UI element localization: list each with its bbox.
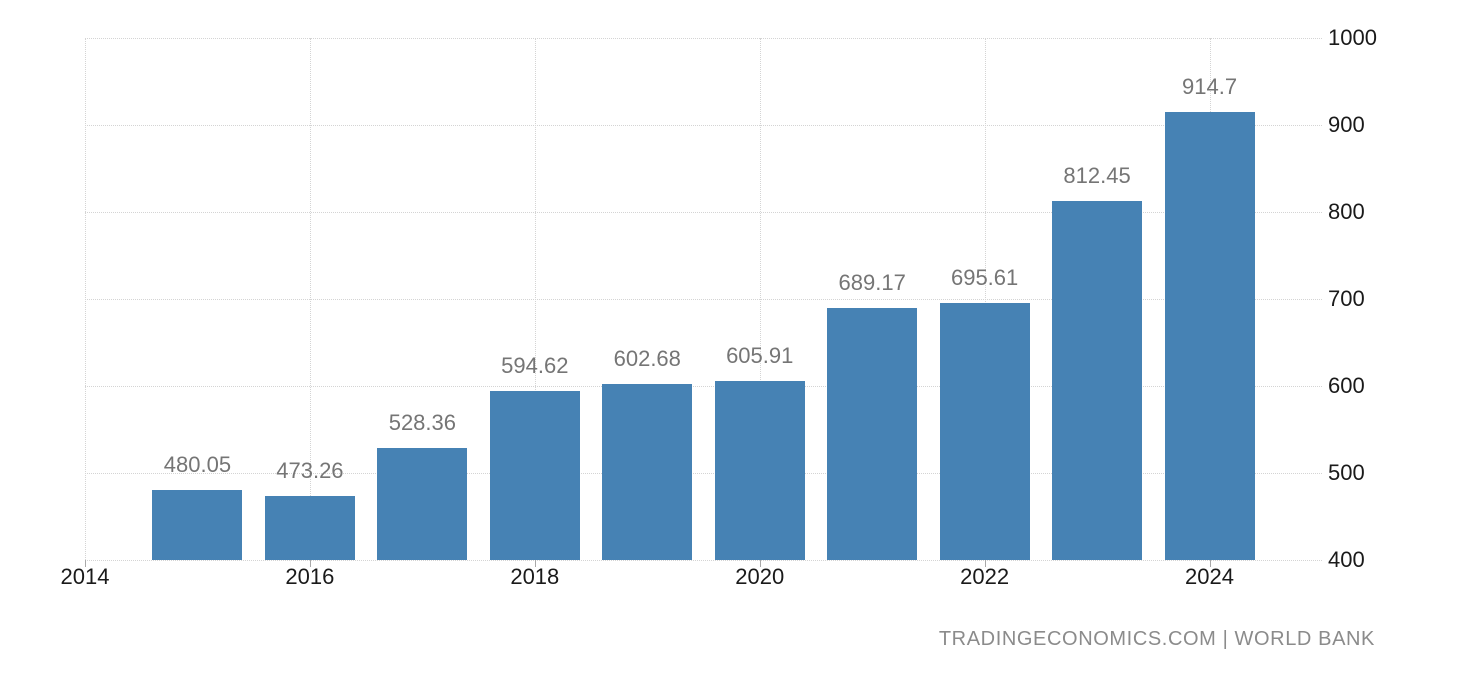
x-axis-tick-mark xyxy=(984,560,986,567)
bar-2024[interactable] xyxy=(1164,112,1255,560)
gridline-horizontal xyxy=(85,386,1322,387)
bar-2017[interactable] xyxy=(377,448,468,560)
bar-2021[interactable] xyxy=(827,308,918,560)
x-axis-tick-label: 2014 xyxy=(60,564,110,589)
y-axis-tick-label: 900 xyxy=(1328,112,1365,137)
bar-value-label: 528.36 xyxy=(388,410,456,436)
gridline-horizontal xyxy=(85,212,1322,213)
gridline-vertical xyxy=(984,38,986,560)
bar-2018[interactable] xyxy=(489,390,580,560)
bar-value-label: 473.26 xyxy=(276,458,344,484)
gridline-vertical xyxy=(759,38,761,560)
bar-value-label: 602.68 xyxy=(613,345,681,371)
bar-2015[interactable] xyxy=(152,490,243,560)
attribution-text: TRADINGECONOMICS.COM | WORLD BANK xyxy=(938,628,1375,650)
bar-value-label: 594.62 xyxy=(501,352,569,378)
gridline-vertical xyxy=(85,38,86,560)
x-axis-tick-mark xyxy=(1209,560,1211,567)
bar-2020[interactable] xyxy=(714,380,805,560)
bar-value-label: 689.17 xyxy=(838,270,906,296)
y-axis-tick-label: 1000 xyxy=(1328,25,1377,50)
bar-value-label: 480.05 xyxy=(163,452,232,478)
bar-value-label: 914.7 xyxy=(1182,74,1238,100)
bar-2016[interactable] xyxy=(264,496,355,560)
x-axis-tick-mark xyxy=(85,560,86,567)
x-axis-tick-mark xyxy=(309,560,311,567)
y-axis-tick-label: 500 xyxy=(1328,460,1365,485)
gridline-horizontal xyxy=(85,473,1322,474)
x-axis-tick-mark xyxy=(759,560,761,567)
gridline-horizontal xyxy=(85,299,1322,300)
bar-2019[interactable] xyxy=(602,383,693,560)
y-axis-tick-label: 600 xyxy=(1328,373,1365,398)
x-axis-tick-label: 2024 xyxy=(1185,564,1234,589)
y-axis-tick-label: 800 xyxy=(1328,199,1365,224)
bar-2022[interactable] xyxy=(939,302,1030,560)
bar-value-label: 695.61 xyxy=(950,264,1019,290)
gridline-horizontal xyxy=(85,560,1322,561)
gridline-horizontal xyxy=(85,38,1322,39)
plot-area: 480.05 473.26 528.36 594.62 602.68 605.91 689.… xyxy=(85,38,1322,567)
y-axis-tick-label: 700 xyxy=(1328,286,1365,311)
y-axis-tick-label: 400 xyxy=(1328,547,1365,572)
x-axis-tick-label: 2016 xyxy=(285,564,335,589)
gridline-vertical xyxy=(534,38,536,560)
x-axis-tick-mark xyxy=(534,560,536,567)
x-axis-tick-label: 2022 xyxy=(960,564,1010,589)
gridline-horizontal xyxy=(85,125,1322,126)
bar-value-label: 605.91 xyxy=(726,342,794,368)
gridline-vertical xyxy=(309,38,311,560)
x-axis-tick-label: 2018 xyxy=(510,564,560,589)
bar-2023[interactable] xyxy=(1052,201,1143,560)
x-axis-tick-label: 2020 xyxy=(735,564,785,589)
bar-value-label: 812.45 xyxy=(1063,163,1131,189)
